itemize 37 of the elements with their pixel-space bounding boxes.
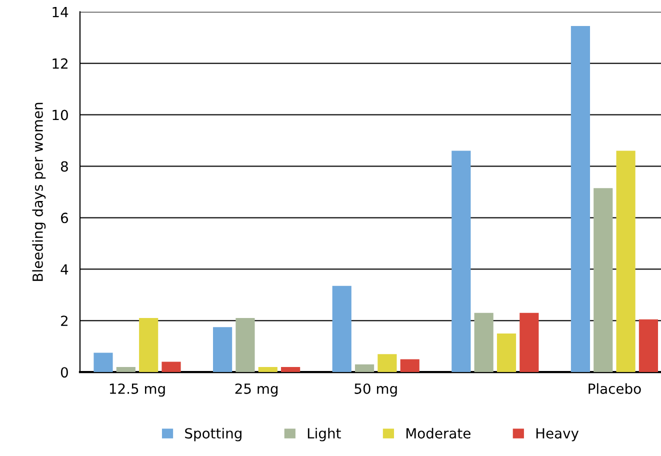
bar: [213, 327, 232, 372]
x-tick-label: 50 mg: [354, 383, 397, 397]
bar: [258, 366, 278, 372]
bar: [452, 150, 471, 372]
bar: [354, 364, 374, 372]
x-tick-label: Placebo: [588, 383, 641, 394]
y-tick-label: 10: [52, 110, 68, 120]
bar: [594, 188, 613, 372]
bar: [570, 26, 590, 372]
bar: [162, 362, 181, 372]
bar: [400, 359, 420, 372]
bar: [139, 318, 158, 372]
y-tick-label: 6: [61, 212, 68, 224]
bar: [94, 352, 113, 372]
bar: [638, 319, 658, 372]
bar: [378, 354, 397, 372]
bar: [281, 366, 300, 372]
legend-label: Heavy: [536, 428, 579, 442]
legend-label: Spotting: [185, 428, 242, 442]
bar: [116, 366, 136, 372]
bar: [236, 318, 255, 372]
x-tick-label: 25 mg: [235, 383, 278, 397]
y-axis-title: Bleeding days per women: [32, 102, 46, 281]
x-tick-label: 12.5 mg: [110, 383, 165, 397]
y-tick-label: 12: [52, 58, 68, 69]
bar: [474, 312, 494, 372]
bar: [332, 286, 352, 372]
y-tick-label: 4: [60, 264, 68, 274]
legend-label: Light: [308, 428, 341, 442]
y-tick-label: 14: [52, 7, 68, 18]
y-tick-label: 8: [60, 161, 68, 172]
bar: [496, 334, 516, 372]
y-tick-label: 0: [60, 367, 68, 378]
legend-label: Moderate: [406, 428, 470, 439]
bar: [616, 150, 636, 372]
y-tick-label: 2: [61, 316, 68, 326]
bar: [520, 312, 539, 372]
